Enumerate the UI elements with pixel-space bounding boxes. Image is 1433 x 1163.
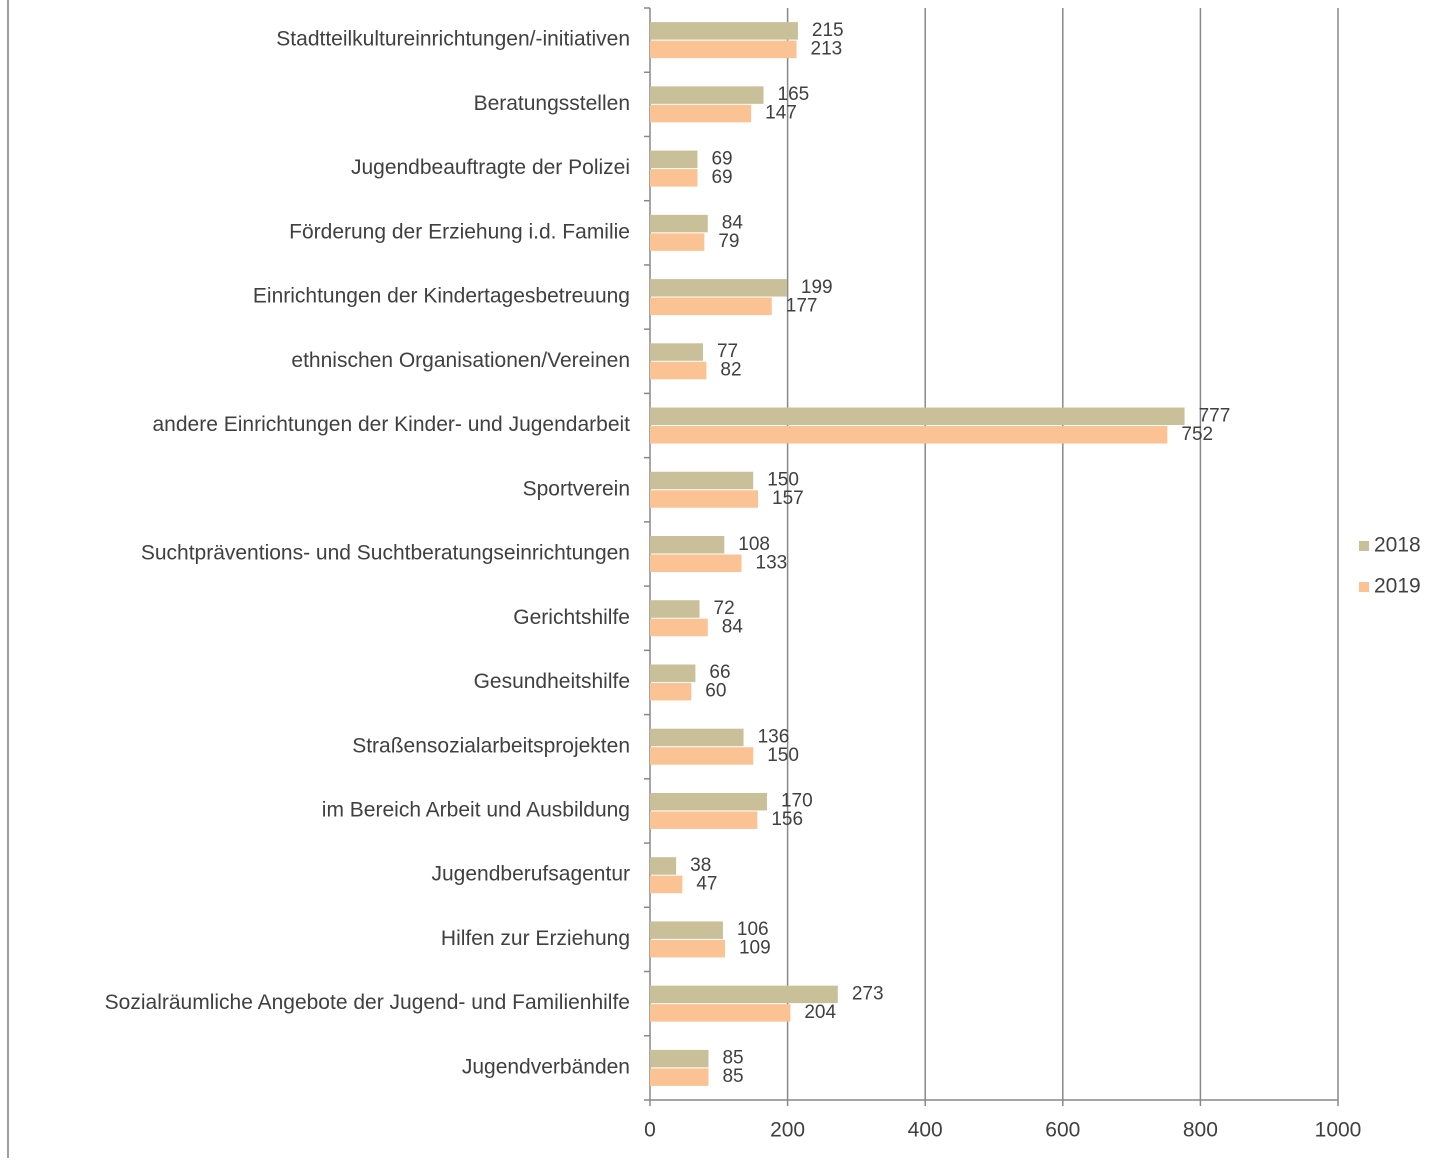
- value-label: 69: [711, 148, 732, 169]
- value-label: 157: [772, 488, 804, 509]
- bar: [650, 1049, 709, 1068]
- value-label: 133: [756, 552, 788, 573]
- y-tick-label: Hilfen zur Erziehung: [441, 927, 630, 950]
- x-tick-label: 600: [1045, 1119, 1080, 1142]
- legend-label: 2019: [1374, 575, 1421, 598]
- value-label: 213: [811, 38, 843, 59]
- y-tick-label: Gesundheitshilfe: [474, 670, 630, 693]
- y-tick-label: Sozialräumliche Angebote der Jugend- und…: [105, 991, 630, 1014]
- y-tick-label: Jugendbeauftragte der Polizei: [351, 156, 630, 179]
- value-label: 752: [1181, 424, 1213, 445]
- value-label: 77: [717, 341, 738, 362]
- bar: [650, 40, 797, 59]
- value-label: 136: [758, 726, 790, 747]
- bar: [650, 728, 744, 747]
- bar: [650, 554, 742, 572]
- bar: [650, 1068, 709, 1086]
- bar: [650, 682, 692, 701]
- value-label: 199: [801, 277, 833, 298]
- y-tick-label: ethnischen Organisationen/Vereinen: [291, 349, 630, 372]
- y-tick-label: Einrichtungen der Kindertagesbetreuung: [253, 285, 630, 308]
- value-label: 82: [720, 360, 741, 381]
- legend-swatch: [1359, 582, 1369, 592]
- value-label: 777: [1199, 405, 1231, 426]
- x-tick-label: 200: [770, 1119, 805, 1142]
- value-label: 170: [781, 791, 813, 812]
- value-label: 165: [778, 84, 810, 105]
- y-tick-label: Stadtteilkultureinrichtungen/-initiative…: [276, 28, 630, 51]
- bar: [650, 297, 772, 316]
- value-label: 60: [705, 681, 726, 702]
- bar: [650, 426, 1168, 444]
- y-tick-label: Förderung der Erziehung i.d. Familie: [289, 220, 630, 243]
- bar: [650, 471, 754, 490]
- value-label: 156: [771, 809, 803, 830]
- y-tick-label: Sportverein: [523, 477, 630, 500]
- value-label: 204: [804, 1002, 836, 1023]
- bar: [650, 343, 703, 361]
- value-label: 47: [696, 873, 717, 894]
- bar: [650, 857, 677, 875]
- value-label: 72: [714, 598, 735, 619]
- y-tick-label: Suchtpräventions- und Suchtberatungseinr…: [141, 542, 630, 565]
- bar: [650, 104, 752, 123]
- y-tick-label: Jugendberufsagentur: [432, 863, 631, 886]
- x-tick-label: 800: [1183, 1119, 1218, 1142]
- bar: [650, 86, 764, 104]
- bar: [650, 214, 708, 233]
- bar: [650, 233, 705, 251]
- value-label: 147: [765, 103, 797, 124]
- bar: [650, 407, 1185, 426]
- value-label: 84: [722, 617, 744, 638]
- value-label: 85: [722, 1066, 743, 1087]
- bar: [650, 1004, 791, 1022]
- value-label: 84: [722, 213, 744, 234]
- y-tick-label: andere Einrichtungen der Kinder- und Jug…: [153, 413, 631, 436]
- bar: [650, 811, 758, 829]
- y-tick-label: im Bereich Arbeit und Ausbildung: [322, 798, 630, 821]
- value-label: 150: [767, 745, 799, 766]
- bar: [650, 536, 725, 554]
- bar: [650, 150, 698, 169]
- x-tick-label: 0: [644, 1119, 656, 1142]
- value-label: 177: [786, 295, 818, 316]
- bar: [650, 664, 696, 682]
- bar: [650, 747, 754, 765]
- legend-swatch: [1359, 541, 1369, 551]
- value-label: 79: [718, 231, 739, 252]
- bar: [650, 22, 798, 40]
- bar: [650, 279, 787, 297]
- x-tick-label: 1000: [1315, 1119, 1362, 1142]
- legend-label: 2018: [1374, 534, 1421, 557]
- value-label: 108: [738, 534, 770, 555]
- y-tick-label: Gerichtshilfe: [513, 606, 630, 629]
- value-label: 109: [739, 938, 771, 959]
- x-tick-label: 400: [908, 1119, 943, 1142]
- y-tick-label: Straßensozialarbeitsprojekten: [352, 734, 630, 757]
- bar: [650, 361, 707, 380]
- y-tick-label: Jugendverbänden: [462, 1055, 630, 1078]
- value-label: 150: [767, 470, 799, 491]
- bar: [650, 985, 838, 1004]
- value-label: 69: [711, 167, 732, 188]
- value-label: 85: [722, 1048, 743, 1069]
- value-label: 215: [812, 20, 844, 41]
- bar: [650, 169, 698, 187]
- bar: [650, 875, 683, 894]
- value-label: 106: [737, 919, 769, 940]
- y-tick-label: Beratungsstellen: [474, 92, 630, 115]
- bar: [650, 600, 700, 618]
- value-label: 38: [690, 855, 711, 876]
- bar: [650, 618, 708, 637]
- bar: [650, 490, 759, 508]
- bar: [650, 792, 767, 811]
- bar: [650, 939, 725, 958]
- value-label: 273: [852, 983, 884, 1004]
- bar: [650, 921, 723, 939]
- value-label: 66: [709, 662, 730, 683]
